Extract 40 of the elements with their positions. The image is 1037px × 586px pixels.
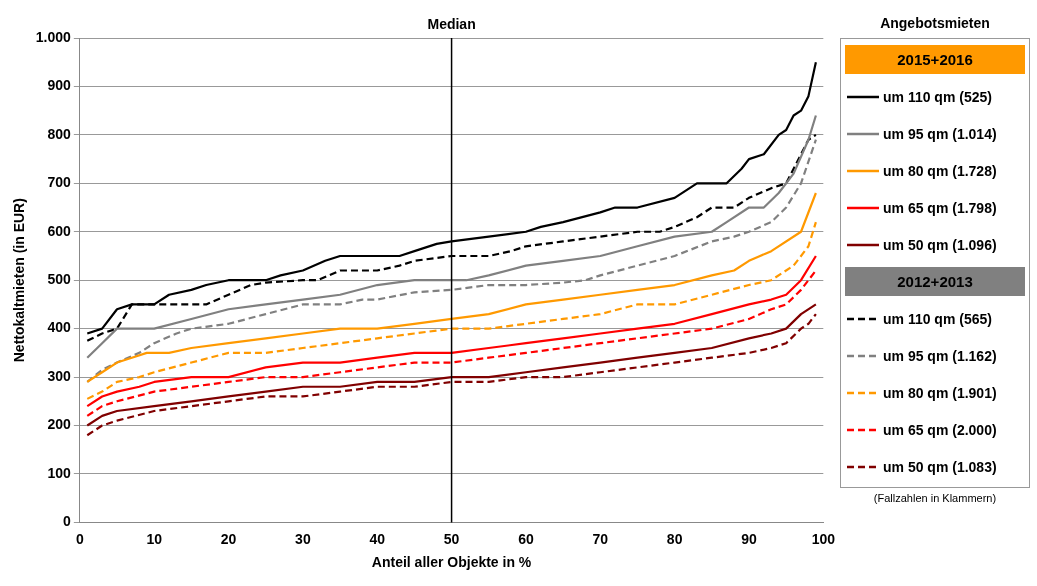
legend-label: um 110 qm (565) <box>883 310 992 327</box>
y-axis-title: Nettokaltmieten (in EUR) <box>11 198 28 363</box>
legend-label: um 110 qm (525) <box>883 88 992 105</box>
y-tick-label: 300 <box>47 367 72 384</box>
y-tick-label: 700 <box>47 174 72 191</box>
legend-label: um 95 qm (1.014) <box>883 125 997 142</box>
x-tick-label: 20 <box>220 530 237 547</box>
x-axis-title: Anteil aller Objekte in % <box>371 554 532 571</box>
legend-label: um 80 qm (1.901) <box>883 384 997 401</box>
y-tick-label: 100 <box>47 464 72 481</box>
x-tick-label: 50 <box>443 530 460 547</box>
ref-line-label: Median <box>427 15 476 32</box>
legend-label: um 65 qm (2.000) <box>883 421 997 438</box>
text: 2012+2013 <box>845 267 1025 296</box>
y-tick-label: 1.000 <box>35 28 72 45</box>
y-tick-label: 400 <box>47 319 72 336</box>
legend-title: Angebotsmieten <box>879 14 991 33</box>
y-tick-label: 200 <box>47 416 72 433</box>
x-tick-label: 30 <box>295 530 311 547</box>
y-tick-label: 500 <box>47 271 72 288</box>
text: 2015+2016 <box>845 45 1025 74</box>
x-tick-label: 10 <box>146 530 163 547</box>
x-tick-label: 0 <box>75 530 84 547</box>
legend-label: um 50 qm (1.083) <box>883 458 997 475</box>
x-tick-label: 80 <box>666 530 683 547</box>
legend-label: um 65 qm (1.798) <box>883 199 997 216</box>
y-tick-label: 800 <box>47 125 72 142</box>
x-tick-label: 70 <box>592 530 609 547</box>
x-tick-label: 60 <box>518 530 534 547</box>
y-tick-label: 900 <box>47 77 72 94</box>
y-tick-label: 600 <box>47 222 72 239</box>
legend-label: um 50 qm (1.096) <box>883 236 997 253</box>
x-tick-label: 40 <box>369 530 386 547</box>
text: (Fallzahlen in Klammern) <box>872 492 998 504</box>
legend-label: um 95 qm (1.162) <box>883 347 997 364</box>
y-tick-label: 0 <box>63 513 72 530</box>
x-tick-label: 100 <box>811 530 836 547</box>
legend-label: um 80 qm (1.728) <box>883 162 997 179</box>
line-series <box>86 220 817 400</box>
x-tick-label: 90 <box>741 530 757 547</box>
